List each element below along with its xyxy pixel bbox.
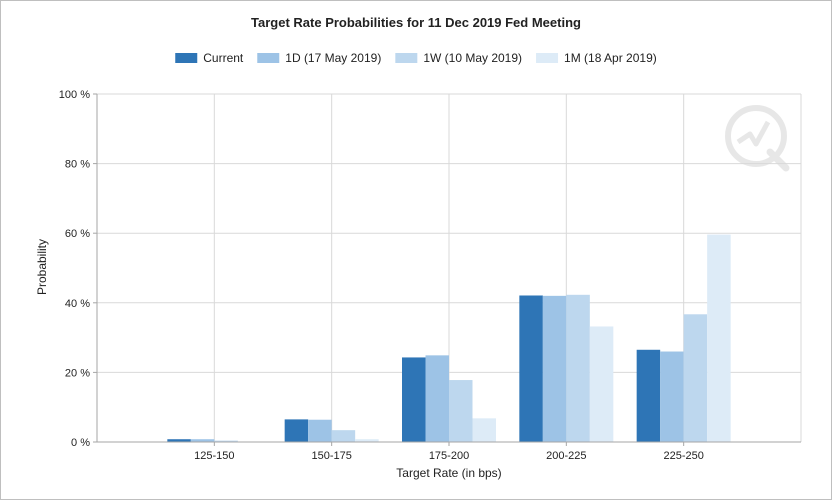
bar-1m-18-apr-2019-200-225 <box>589 326 614 442</box>
bar-1m-18-apr-2019-225-250 <box>707 234 731 442</box>
bar-current-150-175 <box>284 419 309 442</box>
bar-1d-17-may-2019-225-250 <box>660 351 684 442</box>
bar-1m-18-apr-2019-175-200 <box>472 418 496 442</box>
legend-item-1w-10-may-2019: 1W (10 May 2019) <box>395 51 522 65</box>
bar-1d-17-may-2019-125-150 <box>190 439 215 442</box>
legend-label: 1D (17 May 2019) <box>285 51 381 65</box>
bar-1d-17-may-2019-150-175 <box>308 419 332 442</box>
legend-swatch <box>536 53 559 63</box>
legend-swatch <box>257 53 280 63</box>
y-axis-label: Probability <box>35 239 49 295</box>
y-axis-ticks: 0 % 20 % 40 % 60 % 80 % 100 % <box>59 89 90 449</box>
x-tick-label: 150-175 <box>311 450 351 462</box>
legend-item-1d-17-may-2019: 1D (17 May 2019) <box>257 51 381 65</box>
bar-1m-18-apr-2019-150-175 <box>355 439 379 442</box>
bar-1w-10-may-2019-225-250 <box>683 314 708 442</box>
bar-current-175-200 <box>402 357 426 442</box>
bar-current-225-250 <box>636 349 661 442</box>
chart-axes <box>93 93 801 446</box>
bar-1w-10-may-2019-175-200 <box>449 380 473 442</box>
legend-swatch <box>175 53 198 63</box>
chart-bars <box>167 234 731 442</box>
y-tick-label: 80 % <box>65 159 90 171</box>
bar-1w-10-may-2019-125-150 <box>214 440 238 442</box>
bar-current-125-150 <box>167 439 191 442</box>
bar-1w-10-may-2019-150-175 <box>331 430 356 442</box>
y-tick-label: 40 % <box>65 298 90 310</box>
x-axis-label: Target Rate (in bps) <box>396 466 501 480</box>
x-tick-label: 200-225 <box>546 450 586 462</box>
x-tick-label: 175-200 <box>429 450 469 462</box>
legend-swatch <box>395 53 418 63</box>
chart-title: Target Rate Probabilities for 11 Dec 201… <box>251 15 581 30</box>
bar-current-200-225 <box>519 295 543 442</box>
chart-legend: Current 1D (17 May 2019) 1W (10 May 2019) 1… <box>175 51 657 65</box>
bar-1w-10-may-2019-200-225 <box>566 294 590 442</box>
legend-item-1m-18-apr-2019: 1M (18 Apr 2019) <box>536 51 657 65</box>
legend-label: 1W (10 May 2019) <box>423 51 522 65</box>
x-tick-label: 125-150 <box>194 450 234 462</box>
y-tick-label: 100 % <box>59 89 90 101</box>
y-tick-label: 60 % <box>65 228 90 240</box>
x-axis-ticks: 125-150 150-175 175-200 200-225 225-250 <box>194 450 704 462</box>
bar-1d-17-may-2019-175-200 <box>425 355 449 442</box>
legend-label: 1M (18 Apr 2019) <box>564 51 657 65</box>
watermark-logo-icon <box>725 105 790 172</box>
legend-label: Current <box>203 51 244 65</box>
x-tick-label: 225-250 <box>663 450 703 462</box>
y-tick-label: 20 % <box>65 367 90 379</box>
legend-item-current: Current <box>175 51 244 65</box>
y-tick-label: 0 % <box>71 437 90 449</box>
bar-1d-17-may-2019-200-225 <box>542 295 567 442</box>
